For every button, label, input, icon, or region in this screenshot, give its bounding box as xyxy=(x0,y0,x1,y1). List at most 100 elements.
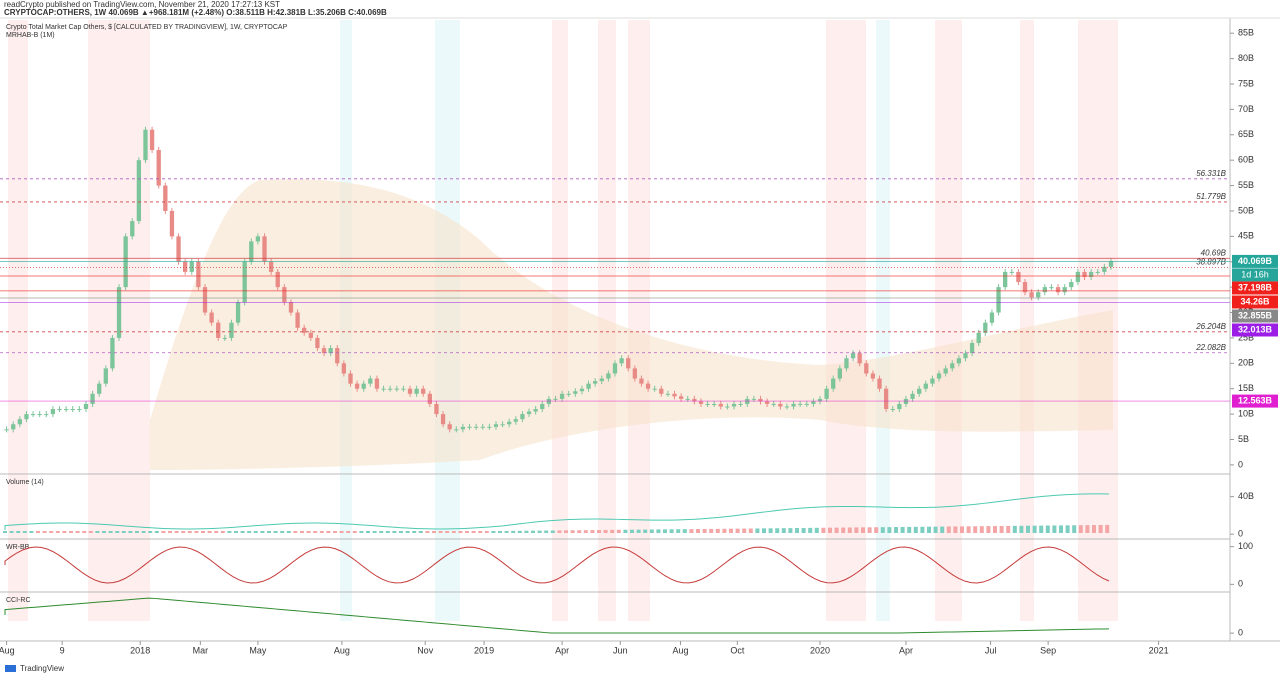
volume-bar xyxy=(953,526,958,533)
volume-bar xyxy=(359,531,364,533)
volume-bar xyxy=(907,526,912,533)
volume-bar xyxy=(788,528,793,533)
volume-bar xyxy=(676,529,681,533)
pane-title: WR-BB xyxy=(6,544,30,551)
volume-bar xyxy=(319,531,324,533)
y-tick-label: 60B xyxy=(1238,155,1254,165)
volume-bar xyxy=(742,528,747,533)
candle xyxy=(685,398,690,400)
y-tick-label: 85B xyxy=(1238,28,1254,38)
volume-bar xyxy=(29,531,34,533)
candle xyxy=(678,396,684,399)
candle xyxy=(421,388,426,394)
candle xyxy=(917,388,922,394)
volume-bar xyxy=(709,528,714,533)
volume-bar xyxy=(141,531,146,533)
y-tick-label: 20B xyxy=(1238,358,1254,368)
volume-bar xyxy=(557,530,562,533)
price-tag-label: 34.26B xyxy=(1240,296,1270,306)
volume-bar xyxy=(3,531,7,533)
candle xyxy=(500,424,505,426)
candle xyxy=(275,271,280,288)
volume-bar xyxy=(9,531,14,533)
candle xyxy=(645,383,651,389)
volume-bar xyxy=(1065,525,1070,533)
volume-bar xyxy=(643,529,648,533)
candle xyxy=(30,414,36,416)
candle xyxy=(1095,271,1100,273)
price-tag-label: 32.855B xyxy=(1238,310,1273,320)
volume-bar xyxy=(762,528,766,533)
volume-bar xyxy=(722,528,727,533)
candle xyxy=(388,388,393,390)
volume-bar xyxy=(993,526,997,533)
candle xyxy=(632,368,637,379)
candle xyxy=(1088,271,1094,277)
candle xyxy=(24,414,29,420)
candle xyxy=(791,403,796,407)
candle xyxy=(1102,266,1107,272)
volume-bar xyxy=(696,529,700,533)
candle xyxy=(731,403,737,407)
volume-bar xyxy=(1012,525,1017,533)
candle xyxy=(83,403,89,410)
volume-bar xyxy=(1006,525,1011,533)
y-tick-label: 80B xyxy=(1238,53,1254,63)
volume-bar xyxy=(649,529,654,533)
candle xyxy=(348,373,353,384)
candle xyxy=(282,287,287,303)
candle xyxy=(936,373,942,379)
volume-bar xyxy=(841,527,846,533)
volume-bar xyxy=(669,529,674,533)
volume-bar xyxy=(102,531,106,533)
volume-bar xyxy=(339,531,344,533)
level-label: 56.331B xyxy=(1196,169,1226,178)
volume-bar xyxy=(412,531,417,533)
volume-bar xyxy=(775,528,780,533)
volume-bar xyxy=(715,528,720,533)
candle xyxy=(116,287,122,338)
candle xyxy=(778,403,783,407)
volume-bar xyxy=(973,526,978,533)
volume-bar xyxy=(986,526,991,533)
candle xyxy=(837,368,842,379)
candle xyxy=(1009,271,1014,273)
candle xyxy=(288,302,294,313)
x-tick-label: Sep xyxy=(1040,645,1056,655)
candle xyxy=(850,353,856,359)
candle xyxy=(1082,271,1087,277)
volume-bar xyxy=(451,531,456,533)
volume-bar xyxy=(544,530,549,533)
candle xyxy=(44,414,49,416)
volume-bar xyxy=(874,527,879,533)
candle xyxy=(242,261,247,303)
volume-bar xyxy=(517,530,522,533)
candle xyxy=(434,403,439,415)
symbol: CRYPTOCAP:OTHERS, 1W 40.069B ▲+968.181M … xyxy=(4,8,387,17)
candle xyxy=(883,388,889,410)
candle xyxy=(976,332,981,344)
candle xyxy=(824,388,829,399)
volume-bar xyxy=(630,529,634,533)
x-tick-label: 2020 xyxy=(810,645,830,655)
candle xyxy=(216,322,221,338)
volume-bar xyxy=(42,531,47,533)
candle xyxy=(1069,282,1074,288)
volume-bar xyxy=(148,531,153,533)
volume-bar xyxy=(267,531,271,533)
candle xyxy=(97,383,102,394)
volume-bar xyxy=(253,531,258,533)
volume-bar xyxy=(379,531,384,533)
candle xyxy=(943,368,948,374)
volume-bar xyxy=(999,525,1004,533)
x-tick-label: Jun xyxy=(613,645,628,655)
level-label: 51.779B xyxy=(1196,192,1226,201)
volume-bar xyxy=(828,527,832,533)
candle xyxy=(533,409,538,412)
brand: TradingView xyxy=(20,664,64,673)
candle xyxy=(335,348,340,364)
candle xyxy=(202,287,208,313)
volume-bar xyxy=(564,530,568,533)
candle xyxy=(784,406,790,408)
price-tag xyxy=(1232,394,1278,408)
